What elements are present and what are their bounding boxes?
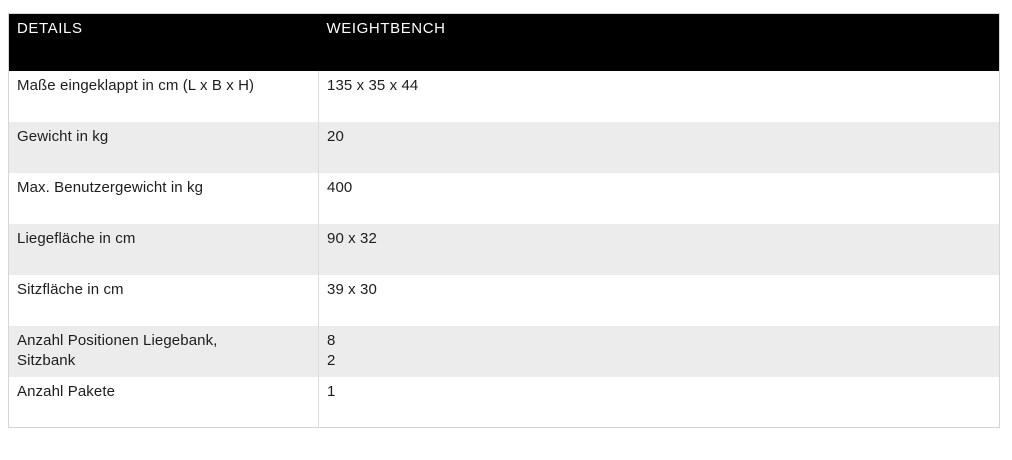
spec-label-lying-surface: Liegefläche in cm: [8, 223, 319, 275]
column-header-weightbench: WEIGHTBENCH: [318, 13, 1000, 71]
table-row: Sitzfläche in cm 39 x 30: [8, 274, 1000, 326]
spec-value-weight: 20: [318, 121, 1000, 173]
header-row: DETAILS WEIGHTBENCH: [8, 13, 1000, 71]
spec-label-weight: Gewicht in kg: [8, 121, 319, 173]
specs-table-body: Maße eingeklappt in cm (L x B x H) 135 x…: [8, 70, 1000, 428]
spec-value-lying-surface: 90 x 32: [318, 223, 1000, 275]
spec-value-seat-surface: 39 x 30: [318, 274, 1000, 326]
spec-label-dimensions-folded: Maße eingeklappt in cm (L x B x H): [8, 70, 319, 122]
table-row: Max. Benutzergewicht in kg 400: [8, 172, 1000, 224]
specs-table: DETAILS WEIGHTBENCH Maße eingeklappt in …: [8, 13, 1000, 428]
spec-label-positions: Anzahl Positionen Liegebank, Sitzbank: [8, 325, 319, 377]
spec-value-dimensions-folded: 135 x 35 x 44: [318, 70, 1000, 122]
spec-label-packages: Anzahl Pakete: [8, 376, 319, 428]
spec-label-max-user-weight: Max. Benutzergewicht in kg: [8, 172, 319, 224]
column-header-details: DETAILS: [8, 13, 319, 71]
spec-value-positions: 8 2: [318, 325, 1000, 377]
table-row: Gewicht in kg 20: [8, 121, 1000, 173]
table-row: Anzahl Positionen Liegebank, Sitzbank 8 …: [8, 325, 1000, 377]
table-row: Anzahl Pakete 1: [8, 376, 1000, 428]
spec-value-packages: 1: [318, 376, 1000, 428]
product-specs-section: DETAILS WEIGHTBENCH Maße eingeklappt in …: [8, 13, 1000, 428]
spec-label-seat-surface: Sitzfläche in cm: [8, 274, 319, 326]
table-row: Maße eingeklappt in cm (L x B x H) 135 x…: [8, 70, 1000, 122]
specs-table-header: DETAILS WEIGHTBENCH: [8, 13, 1000, 71]
table-row: Liegefläche in cm 90 x 32: [8, 223, 1000, 275]
spec-value-max-user-weight: 400: [318, 172, 1000, 224]
